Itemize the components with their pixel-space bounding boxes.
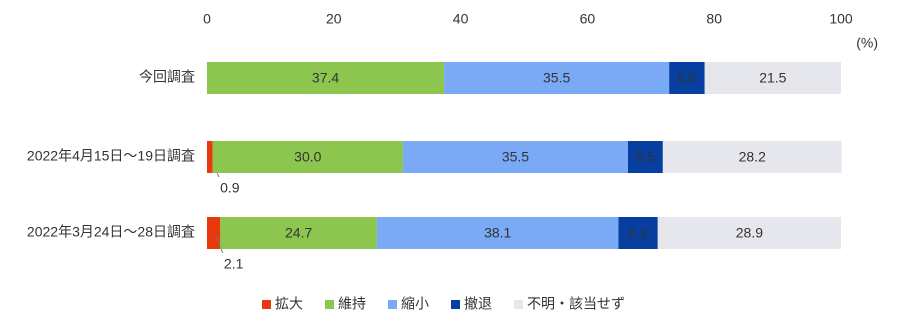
bar-segment <box>220 217 377 249</box>
category-label: 2022年3月24日～28日調査 <box>27 224 195 240</box>
bar-segment <box>657 217 841 249</box>
x-tick-label: 20 <box>326 11 342 27</box>
legend-swatch <box>388 300 397 309</box>
category-label: 今回調査 <box>139 69 195 85</box>
legend-swatch <box>451 300 460 309</box>
leader-line <box>215 234 224 254</box>
bar-segment <box>444 62 670 94</box>
category-label: 2022年4月15日～19日調査 <box>27 148 195 164</box>
value-label: 38.1 <box>484 225 511 241</box>
value-label: 24.7 <box>285 225 312 241</box>
bar-segment <box>207 217 221 249</box>
bar-segment <box>618 217 658 249</box>
value-label: 35.5 <box>502 149 529 165</box>
bar-segment <box>207 62 445 94</box>
legend-swatch <box>262 300 271 309</box>
value-label: 6.2 <box>628 225 648 241</box>
value-label: 35.5 <box>543 70 570 86</box>
x-tick-label: 60 <box>580 11 596 27</box>
value-label: 28.9 <box>736 225 763 241</box>
bar-segment <box>212 141 403 173</box>
value-label: 28.2 <box>739 149 766 165</box>
value-label: 2.1 <box>224 256 244 272</box>
legend-label: 縮小 <box>401 296 429 312</box>
bar-segment <box>662 141 842 173</box>
legend-swatch <box>325 300 334 309</box>
x-tick-label: 0 <box>203 11 211 27</box>
value-label: 21.5 <box>759 70 786 86</box>
bar-segment <box>627 141 663 173</box>
x-tick-label: 40 <box>453 11 469 27</box>
bar-segment <box>207 141 213 173</box>
bar-segment <box>402 141 628 173</box>
value-label: 0.9 <box>220 180 240 196</box>
legend-swatch <box>514 300 523 309</box>
legend-label: 拡大 <box>275 296 303 312</box>
value-label: 37.4 <box>312 70 339 86</box>
x-tick-label: 80 <box>706 11 722 27</box>
legend-label: 維持 <box>338 296 366 312</box>
value-label: 30.0 <box>294 149 321 165</box>
legend-label: 撤退 <box>464 296 492 312</box>
bar-segment <box>704 62 841 94</box>
bar-segment <box>669 62 705 94</box>
value-label: 5.5 <box>636 149 656 165</box>
value-label: 5.6 <box>677 70 697 86</box>
axis-unit: (%) <box>856 35 878 51</box>
x-tick-label: 100 <box>829 11 853 27</box>
bar-segment <box>376 217 619 249</box>
legend-label: 不明・該当せず <box>527 296 625 312</box>
